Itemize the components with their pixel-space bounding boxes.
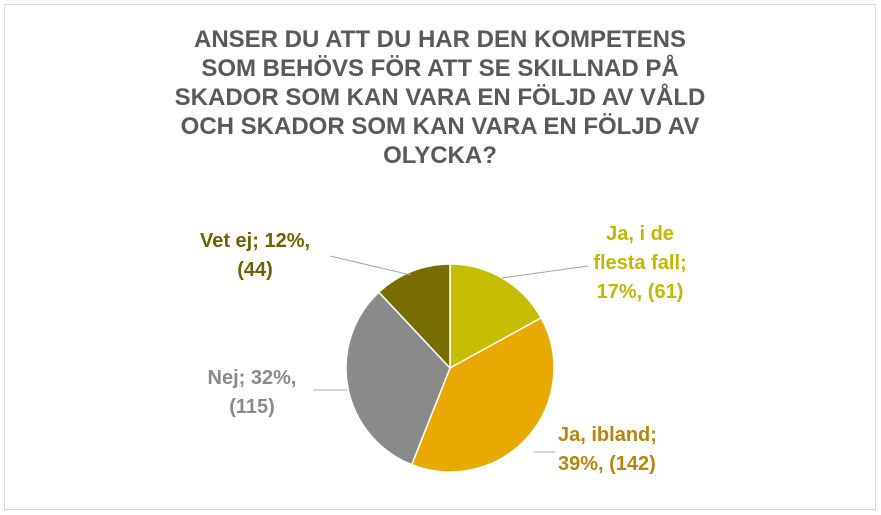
- text-line: SKADOR SOM KAN VARA EN FÖLJD AV VÅLD: [175, 83, 706, 111]
- data-label: Ja, ibland; 39%, (142): [558, 424, 657, 475]
- pie-slice: [345, 291, 451, 466]
- text-line: Vet ej; 12%,: [200, 230, 310, 252]
- leader-line: [501, 265, 589, 279]
- text-line: 39%, (142): [558, 453, 656, 475]
- data-label: Ja, i de flesta fall; 17%, (61): [593, 223, 686, 303]
- text-line: OCH SKADOR SOM KAN VARA EN FÖLJD AV: [181, 113, 700, 140]
- text-line: 17%, (61): [597, 281, 684, 303]
- text-line: (115): [229, 396, 275, 418]
- data-label: Vet ej; 12%, (44): [200, 230, 310, 281]
- chart-title: ANSER DU ATT DU HAR DEN KOMPETENS SOM BEH…: [175, 26, 706, 169]
- pie-slice: [410, 316, 555, 473]
- text-line: flesta fall;: [593, 252, 686, 274]
- text-line: Ja, i de: [606, 223, 674, 245]
- text-line: SOM BEHÖVS FÖR ATT SE SKILLNAD PÅ: [201, 54, 678, 82]
- data-label: Nej; 32%, (115): [208, 367, 297, 418]
- pie-slice: [449, 263, 543, 370]
- text-line: ANSER DU ATT DU HAR DEN KOMPETENS: [194, 26, 686, 53]
- leader-line: [329, 255, 412, 276]
- text-line: OLYCKA?: [383, 142, 497, 169]
- text-line: (44): [237, 259, 273, 281]
- text-line: Nej; 32%,: [208, 367, 297, 389]
- pie-slice: [377, 263, 451, 370]
- text-line: Ja, ibland;: [558, 424, 657, 446]
